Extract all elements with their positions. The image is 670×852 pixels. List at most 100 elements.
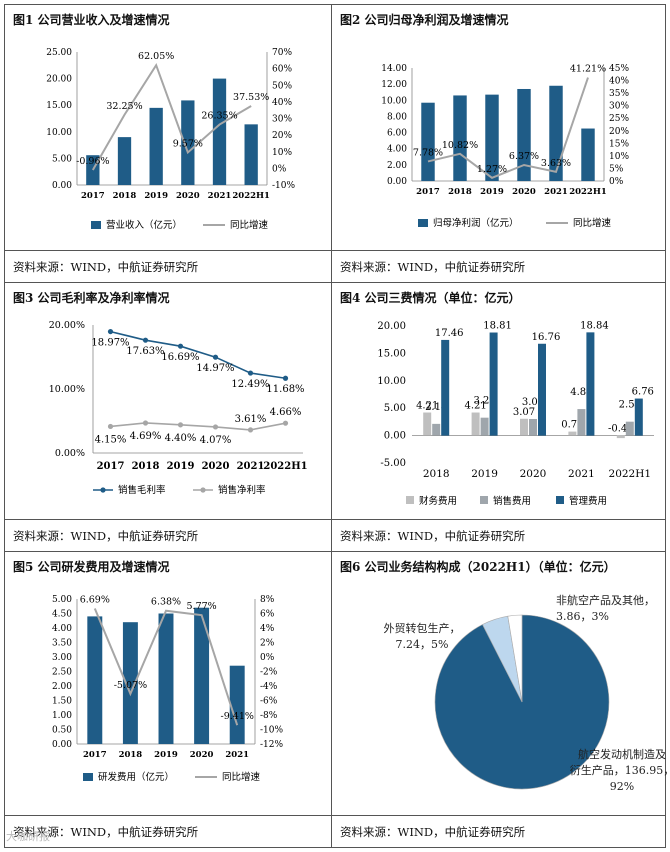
y-tick-label: 2.00 [387,161,407,171]
growth-line [93,608,239,726]
x-tick-label: 2017 [97,461,125,472]
x-tick-label: 2020 [190,750,214,760]
y-tick-label: 0.50 [52,726,72,736]
data-label: 5.77% [187,601,217,612]
legend-marker [200,487,206,493]
y2-tick-label: 10% [272,148,292,158]
y2-tick-label: 25% [609,114,629,124]
bar [149,107,163,185]
y2-tick-label: 8% [260,595,275,605]
x-tick-label: 2021 [237,461,265,472]
data-label: 3.07 [513,407,535,418]
bar [538,343,546,436]
panel-5: 图5 公司研发费用及增速情况 0.00 0.50 1.00 1.50 2.00 2.50 3… [4,551,332,848]
y2-tick-label: -4% [260,682,278,692]
y2-tick-label: 4% [260,624,275,634]
x-tick-label: 2022H1 [609,468,652,480]
legend-swatch [418,219,428,227]
chart-title: 图5 公司研发费用及增速情况 [13,560,170,574]
data-label: 17.63% [126,346,164,357]
y2-tick-label: 60% [272,65,292,75]
y2-tick-label: 70% [272,48,292,58]
data-label: 12.49% [231,379,269,390]
y-tick-label: 3.50 [52,639,72,649]
data-label: 10.82% [442,140,478,151]
y-tick-label: 25.00 [46,48,72,58]
data-label: 6.69% [80,594,110,605]
data-point [177,343,184,349]
y-tick-label: 15.00 [377,348,406,359]
data-label: 17.46 [435,328,464,339]
bar [432,423,441,436]
bar [480,417,489,436]
pie-slice [507,614,523,703]
data-point [142,420,149,426]
y-tick-label: 10.00 [46,128,72,138]
y-tick-label: 10.00 [377,376,406,387]
y-tick-label: 0.00 [384,431,406,442]
legend-marker [100,487,106,493]
legend-label: 同比增速 [222,771,261,783]
y-tick-label: 0.00 [52,181,72,191]
legend-swatch [556,496,564,504]
chart-title: 图4 公司三费情况（单位：亿元） [340,291,521,305]
legend-label: 同比增速 [573,217,612,229]
data-label: 9.57% [173,138,203,149]
legend-label: 管理费用 [569,495,607,507]
bar [568,431,577,436]
data-label: 62.05% [138,51,174,62]
source-note: 资料来源：WIND，中航证券研究所 [340,260,526,274]
y2-tick-label: 6% [260,610,275,620]
divider [5,519,331,520]
y-tick-label: 20.00 [46,75,72,85]
bar [212,78,227,185]
data-label: 18.81 [483,321,512,332]
divider [332,519,665,520]
y-tick-label: 12.00 [381,80,407,90]
y2-tick-label: 0% [609,177,624,187]
x-tick-label: 2017 [416,187,440,197]
data-label: 11.68% [266,384,304,395]
x-tick-label: 2018 [423,468,450,480]
chart-title: 图2 公司归母净利润及增速情况 [340,13,509,27]
y-tick-label: 6.00 [387,129,407,139]
data-label: 4.84 [570,387,592,398]
data-point [282,420,289,426]
panel-2: 图2 公司归母净利润及增速情况 0.00 2.00 4.00 6.00 8.00 10.0… [331,4,666,283]
bar [421,102,435,181]
bar [423,412,432,436]
y-tick-label: 0.00 [52,740,72,750]
x-tick-label: 2017 [81,191,105,201]
chart-revenue: 0.00 5.00 10.00 15.00 20.00 25.00 -10% 0% 10% 20%… [46,48,295,231]
y2-tick-label: 0% [260,653,275,663]
bar [625,421,634,436]
y-tick-label: 15.00 [46,101,72,111]
y2-tick-label: 35% [609,89,629,99]
y2-tick-label: 0% [272,164,287,174]
bar [529,418,537,436]
y-tick-label: 4.00 [52,624,72,634]
y-tick-label: 0.00% [55,448,85,459]
data-label: 3.03 [522,397,544,408]
bar [158,613,174,744]
x-tick-label: 2018 [113,191,137,201]
y2-tick-label: 20% [609,127,629,137]
x-tick-label: 2022H1 [232,191,270,201]
legend-label: 销售净利率 [218,484,266,496]
data-label: 4.07% [200,435,232,446]
y2-tick-label: 30% [272,115,292,125]
x-tick-label: 2018 [119,750,143,760]
data-label: 6.37% [509,151,539,162]
y-tick-label: 0.00 [387,177,407,187]
slice-label: 3.86，3% [556,610,609,623]
data-label: 0.73 [561,420,583,431]
bar [485,94,499,181]
growth-line [427,77,589,179]
x-tick-label: 2022H1 [569,187,607,197]
data-label: -0.46 [608,424,634,435]
x-tick-label: 2021 [568,468,595,480]
chart-net-profit: 0.00 2.00 4.00 6.00 8.00 10.00 12.00 14.00 0% 5% 1… [381,64,629,229]
data-label: 3.61% [235,414,267,425]
data-point [247,427,254,433]
